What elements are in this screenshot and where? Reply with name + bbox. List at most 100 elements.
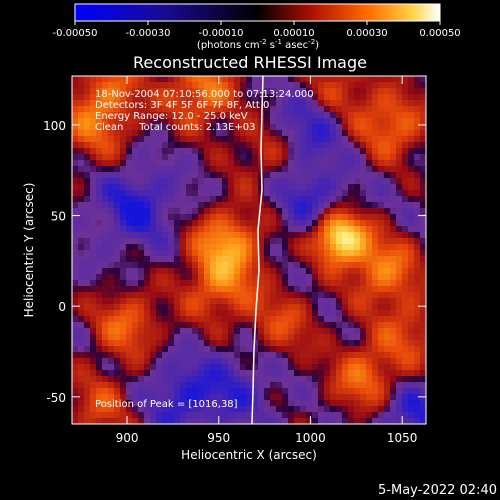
heatmap-cell <box>150 250 157 257</box>
heatmap-cell <box>408 298 415 305</box>
heatmap-cell <box>390 76 397 83</box>
heatmap-cell <box>390 376 397 383</box>
heatmap-cell <box>414 262 421 269</box>
heatmap-cell <box>318 376 325 383</box>
heatmap-cell <box>234 100 241 107</box>
heatmap-cell <box>210 316 217 323</box>
heatmap-cell <box>144 178 151 185</box>
heatmap-cell <box>366 298 373 305</box>
heatmap-cell <box>366 100 373 107</box>
heatmap-cell <box>324 328 331 335</box>
heatmap-cell <box>306 262 313 269</box>
heatmap-cell <box>108 286 115 293</box>
heatmap-cell <box>330 328 337 335</box>
heatmap-cell <box>90 328 97 335</box>
heatmap-cell <box>204 382 211 389</box>
heatmap-cell <box>186 142 193 149</box>
heatmap-cell <box>156 136 163 143</box>
heatmap-cell <box>228 184 235 191</box>
heatmap-cell <box>216 82 223 89</box>
heatmap-cell <box>360 196 367 203</box>
heatmap-cell <box>84 226 91 233</box>
heatmap-cell <box>138 76 145 83</box>
heatmap-cell <box>150 274 157 281</box>
heatmap-cell <box>288 106 295 113</box>
heatmap-cell <box>420 106 426 113</box>
heatmap-cell <box>390 292 397 299</box>
heatmap-cell <box>84 262 91 269</box>
heatmap-cell <box>204 214 211 221</box>
heatmap-cell <box>270 310 277 317</box>
heatmap-cell <box>78 178 85 185</box>
heatmap-cell <box>252 214 259 221</box>
heatmap-cell <box>312 178 319 185</box>
heatmap-cell <box>282 82 289 89</box>
heatmap-cell <box>186 370 193 377</box>
heatmap-cell <box>378 412 385 419</box>
heatmap-cell <box>150 382 157 389</box>
heatmap-cell <box>354 334 361 341</box>
heatmap-cell <box>234 160 241 167</box>
heatmap-cell <box>294 280 301 287</box>
heatmap-cell <box>264 334 271 341</box>
heatmap-cell <box>78 118 85 125</box>
heatmap-cell <box>402 208 409 215</box>
heatmap-cell <box>414 340 421 347</box>
heatmap-cell <box>324 166 331 173</box>
heatmap-cell <box>270 220 277 227</box>
heatmap-cell <box>252 202 259 209</box>
heatmap-cell <box>348 376 355 383</box>
heatmap-cell <box>360 400 367 407</box>
heatmap-cell <box>330 256 337 263</box>
heatmap-cell <box>210 142 217 149</box>
heatmap-cell <box>264 388 271 395</box>
heatmap-cell <box>306 316 313 323</box>
heatmap-cell <box>372 316 379 323</box>
heatmap-cell <box>84 256 91 263</box>
heatmap-cell <box>312 184 319 191</box>
heatmap-cell <box>84 124 91 131</box>
heatmap-cell <box>360 304 367 311</box>
heatmap-cell <box>210 352 217 359</box>
heatmap-cell <box>342 166 349 173</box>
heatmap-cell <box>174 400 181 407</box>
heatmap-cell <box>84 76 91 83</box>
heatmap-cell <box>402 196 409 203</box>
heatmap-cell <box>120 112 127 119</box>
heatmap-cell <box>420 262 426 269</box>
heatmap-cell <box>294 310 301 317</box>
heatmap-cell <box>84 406 91 413</box>
heatmap-cell <box>186 196 193 203</box>
heatmap-cell <box>264 166 271 173</box>
heatmap-cell <box>120 334 127 341</box>
heatmap-cell <box>102 220 109 227</box>
heatmap-cell <box>108 418 115 424</box>
heatmap-cell <box>258 232 265 239</box>
heatmap-cell <box>348 94 355 101</box>
heatmap-cell <box>132 376 139 383</box>
heatmap-cell <box>354 88 361 95</box>
heatmap-cell <box>372 160 379 167</box>
heatmap-cell <box>120 328 127 335</box>
heatmap-cell <box>228 304 235 311</box>
heatmap-cell <box>96 196 103 203</box>
heatmap-cell <box>252 340 259 347</box>
heatmap-cell <box>192 346 199 353</box>
heatmap-cell <box>390 352 397 359</box>
heatmap-cell <box>102 76 109 83</box>
heatmap-cell <box>102 268 109 275</box>
heatmap-cell <box>306 256 313 263</box>
heatmap-cell <box>378 190 385 197</box>
heatmap-cell <box>150 190 157 197</box>
heatmap-cell <box>198 250 205 257</box>
heatmap-cell <box>312 136 319 143</box>
heatmap-cell <box>390 268 397 275</box>
heatmap-cell <box>324 298 331 305</box>
heatmap-cell <box>420 388 426 395</box>
heatmap-cell <box>228 352 235 359</box>
heatmap-cell <box>174 112 181 119</box>
heatmap-cell <box>168 148 175 155</box>
heatmap-cell <box>204 142 211 149</box>
heatmap-cell <box>156 322 163 329</box>
heatmap-cell <box>84 214 91 221</box>
